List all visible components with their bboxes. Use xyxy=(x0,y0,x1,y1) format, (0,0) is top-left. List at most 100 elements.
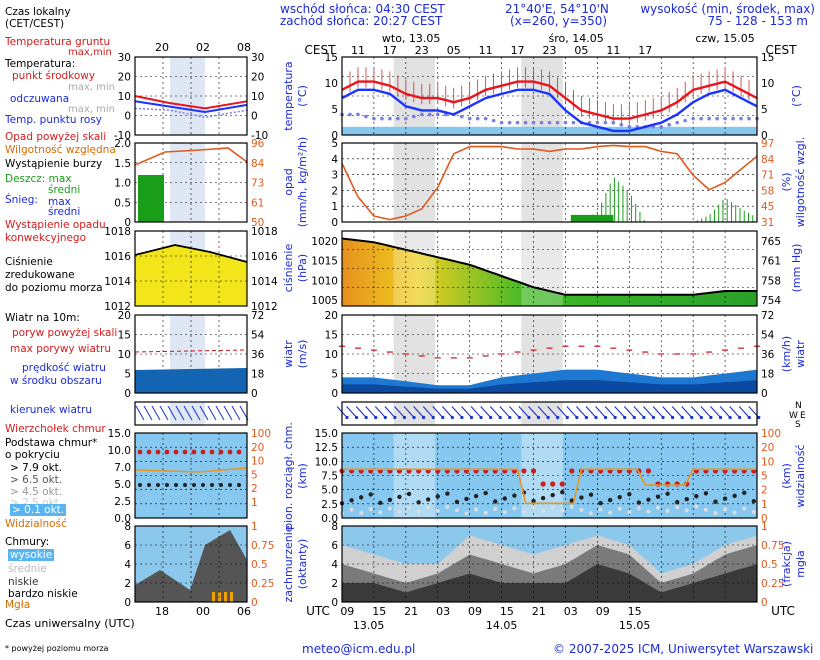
top-day-label: czw, 15.05 xyxy=(695,32,754,45)
legend-vis-tick: 20 xyxy=(251,442,264,454)
cloud-height-tick: 10.0 xyxy=(315,456,338,468)
cloud-base-dot-low xyxy=(426,505,431,510)
panel-cloud xyxy=(339,432,758,519)
cloud-height-tick: 15.0 xyxy=(315,428,338,440)
cloud-base-dot xyxy=(732,493,737,498)
wind-dir-arrow xyxy=(384,406,396,418)
dew-point-dot xyxy=(675,120,679,125)
cloud-top-dot xyxy=(530,468,537,474)
legend-base-dot xyxy=(201,483,205,487)
footer-copyright: © 2007-2025 ICM, Uniwersytet Warszawski xyxy=(553,642,814,656)
wind-dir-head xyxy=(402,415,407,420)
wind-dir-head xyxy=(546,415,550,420)
wind-kmh-tick: 72 xyxy=(761,310,774,322)
wind-dir-head xyxy=(412,415,416,420)
pressure-tick: 1020 xyxy=(311,236,338,248)
legend-fog-bar xyxy=(212,592,215,602)
legend-precip-tick: 2.0 xyxy=(114,138,131,150)
wind-dir-head xyxy=(508,415,512,420)
legend-base-dot xyxy=(174,483,178,487)
axis-title-humidity: wilgotność wzgl. xyxy=(794,137,807,227)
bottom-hour-label: 15 xyxy=(372,605,386,618)
cloud-base-dot-low xyxy=(703,507,708,512)
cloud-base-dot xyxy=(464,496,469,502)
legend-cloud-tick: 2.5 xyxy=(114,496,131,508)
cloud-base-dot xyxy=(684,496,689,502)
wind-tick: 5 xyxy=(331,369,338,381)
cloud-base-dot-low xyxy=(723,507,728,512)
wind-dir-arrow xyxy=(441,406,453,418)
legend-top-dot xyxy=(137,449,143,455)
footer-email[interactable]: meteo@icm.edu.pl xyxy=(302,642,416,656)
cloud-base-dot xyxy=(540,495,546,501)
cloud-base-dot-low xyxy=(531,505,536,510)
legend-dir-arrow xyxy=(159,405,169,421)
wind-dir-arrow xyxy=(508,406,520,418)
wind-dir-head xyxy=(747,415,751,420)
dew-point-dot xyxy=(563,120,568,125)
panel-press xyxy=(341,230,758,307)
legend-base-dot xyxy=(147,483,151,487)
cloud-base-dot xyxy=(435,494,440,499)
panel-dir-legend xyxy=(134,401,249,426)
top-hour-label: 17 xyxy=(383,44,397,57)
wind-dir-head xyxy=(613,415,617,420)
cloud-top-dot xyxy=(559,481,565,487)
legend-wind-tick-r: 18 xyxy=(251,369,264,381)
legend-dir-arrow xyxy=(167,405,177,421)
dew-point-dot xyxy=(404,116,408,121)
wind-kmh-tick: 36 xyxy=(761,349,775,361)
dew-point-dot xyxy=(611,120,616,125)
cloud-base-dot xyxy=(569,498,575,503)
wind-dir-head xyxy=(709,415,713,420)
axis-title-wind: wiatr xyxy=(282,340,295,368)
cloud-base-dot-low xyxy=(675,505,680,510)
legend-dir-arrow xyxy=(223,405,233,421)
bottom-hour-label: 15 xyxy=(500,605,514,618)
legend-top-dot xyxy=(146,449,152,455)
cloud-base-dot xyxy=(531,498,536,504)
wind-dir-head xyxy=(354,415,359,420)
wind-tick: 15 xyxy=(325,330,338,342)
legend-dir-arrow xyxy=(183,405,193,421)
legend-humidity-line xyxy=(134,147,248,166)
axis-unit-precip: (mm/h, kg/m²/h) xyxy=(296,137,309,228)
legend-press-tick-r: 1014 xyxy=(251,276,278,288)
wind-dir-arrow xyxy=(681,406,693,418)
legend-wind-tick-r: 36 xyxy=(251,349,265,361)
dew-point-dot xyxy=(707,116,711,121)
dew-point-dot xyxy=(683,118,687,123)
cloud-base-dot xyxy=(493,499,498,504)
cest-label-right: CEST xyxy=(766,43,798,57)
legend-top-dot xyxy=(227,449,233,455)
octa-tick: 4 xyxy=(331,559,338,571)
cloud-base-dot-low xyxy=(474,507,479,512)
legend-top-dot xyxy=(164,449,170,455)
cloud-base-dot xyxy=(598,500,603,506)
cloud-base-dot-low xyxy=(541,509,546,514)
wind-tick: 20 xyxy=(325,310,338,322)
bottom-hour-label: 21 xyxy=(404,605,418,618)
panel-border xyxy=(341,432,758,519)
legend-precip-tick: 0 xyxy=(124,217,131,229)
legend-wind-tick: 20 xyxy=(118,310,131,322)
legend-precip-tick: 1.0 xyxy=(114,178,131,190)
legend-press-tick-r: 1016 xyxy=(251,251,278,263)
dew-point-dot xyxy=(539,120,544,125)
legend-hum-tick: 96 xyxy=(251,138,265,150)
legend-temp-tick: 0 xyxy=(124,111,131,123)
legend-wind-tick-r: 72 xyxy=(251,310,264,322)
wind-dir-arrow xyxy=(576,406,587,418)
legend-press-tick: 1014 xyxy=(104,276,131,288)
wind-dir-head xyxy=(450,415,454,420)
cloud-base-dot xyxy=(617,494,622,500)
wind-speed-inner xyxy=(342,380,757,393)
legend-pressure1: Ciśnienie xyxy=(5,256,53,268)
pressure-tick: 1015 xyxy=(311,256,338,268)
wind-dir-arrow xyxy=(643,406,654,418)
panel-border xyxy=(134,401,248,426)
legend-octa-tick: 8 xyxy=(124,521,131,533)
cloud-base-dot xyxy=(378,500,383,506)
legend-hum-tick: 50 xyxy=(251,217,264,229)
dew-point-dot xyxy=(571,120,576,125)
